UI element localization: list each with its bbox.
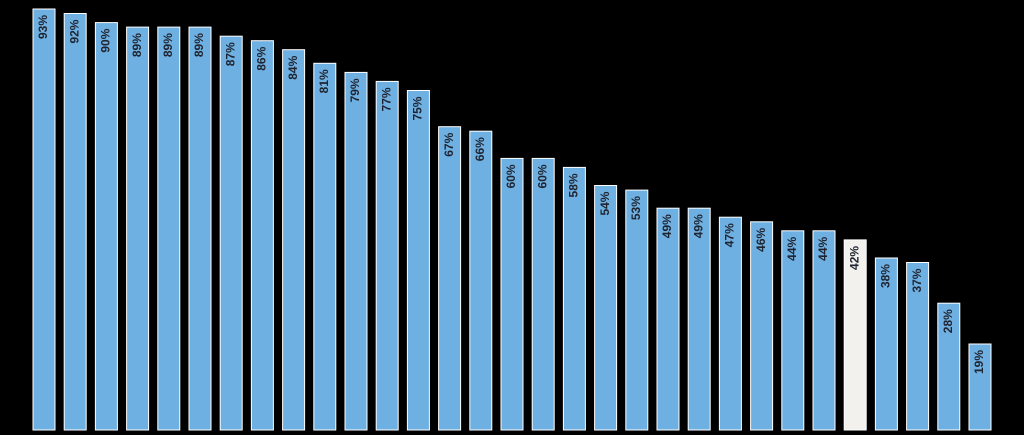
bar-value-label: 89% bbox=[192, 33, 206, 57]
bar-value-label: 67% bbox=[442, 132, 456, 156]
bar bbox=[406, 90, 430, 431]
bar-value-label: 60% bbox=[535, 164, 549, 188]
bar bbox=[219, 35, 243, 431]
bar bbox=[157, 26, 181, 431]
bar-value-label: 47% bbox=[723, 223, 737, 247]
bar bbox=[937, 302, 961, 431]
bar bbox=[718, 216, 742, 431]
bar bbox=[375, 80, 399, 431]
bar-value-label: 44% bbox=[816, 236, 830, 260]
bar bbox=[438, 126, 462, 431]
bar-value-label: 84% bbox=[286, 55, 300, 79]
bar-value-label: 49% bbox=[691, 214, 705, 238]
bar bbox=[750, 221, 774, 431]
bar bbox=[812, 230, 836, 431]
labels-group: 93% 92% 90% 89% 89% 89% 87% 86% 84% 81% 79% 77% 75% 6… bbox=[36, 15, 986, 374]
bar bbox=[625, 189, 649, 431]
bar-value-label: 44% bbox=[785, 236, 799, 260]
bar bbox=[94, 22, 118, 431]
bar-value-label: 77% bbox=[379, 87, 393, 111]
bar-value-label: 60% bbox=[504, 164, 518, 188]
bars-group bbox=[32, 8, 992, 431]
bar-value-label: 89% bbox=[130, 33, 144, 57]
bar-value-label: 49% bbox=[660, 214, 674, 238]
bar-value-label: 89% bbox=[161, 33, 175, 57]
bar bbox=[63, 13, 87, 431]
bar bbox=[687, 207, 711, 431]
bar bbox=[188, 26, 212, 431]
bar-value-label: 28% bbox=[941, 309, 955, 333]
bar-value-label: 93% bbox=[36, 15, 50, 39]
bar bbox=[656, 207, 680, 431]
bar-value-label: 92% bbox=[67, 19, 81, 43]
bar-value-label: 54% bbox=[598, 191, 612, 215]
bar-value-label: 75% bbox=[411, 96, 425, 120]
bar bbox=[250, 40, 274, 431]
bar bbox=[282, 49, 306, 431]
bar-value-label: 53% bbox=[629, 196, 643, 220]
bar bbox=[500, 157, 524, 431]
bar-value-label: 38% bbox=[879, 264, 893, 288]
bar bbox=[313, 62, 337, 431]
bar-value-label: 90% bbox=[99, 28, 113, 52]
bar-value-label: 42% bbox=[847, 246, 861, 270]
bar bbox=[562, 166, 586, 431]
bar-value-label: 79% bbox=[348, 78, 362, 102]
bar bbox=[906, 262, 930, 431]
bar-value-label: 19% bbox=[972, 350, 986, 374]
bar-value-label: 46% bbox=[754, 227, 768, 251]
bar bbox=[469, 130, 493, 431]
bar bbox=[781, 230, 805, 431]
bar bbox=[874, 257, 898, 431]
bar-highlighted bbox=[843, 239, 867, 431]
bar-value-label: 58% bbox=[567, 173, 581, 197]
bar bbox=[32, 8, 56, 431]
bar-value-label: 37% bbox=[910, 268, 924, 292]
bar-value-label: 86% bbox=[255, 46, 269, 70]
bar bbox=[968, 343, 992, 431]
bar-value-label: 87% bbox=[223, 42, 237, 66]
bar bbox=[344, 71, 368, 431]
bar bbox=[126, 26, 150, 431]
bar-value-label: 81% bbox=[317, 69, 331, 93]
bar-value-label: 66% bbox=[473, 137, 487, 161]
bar bbox=[531, 157, 555, 431]
bar bbox=[594, 185, 618, 431]
